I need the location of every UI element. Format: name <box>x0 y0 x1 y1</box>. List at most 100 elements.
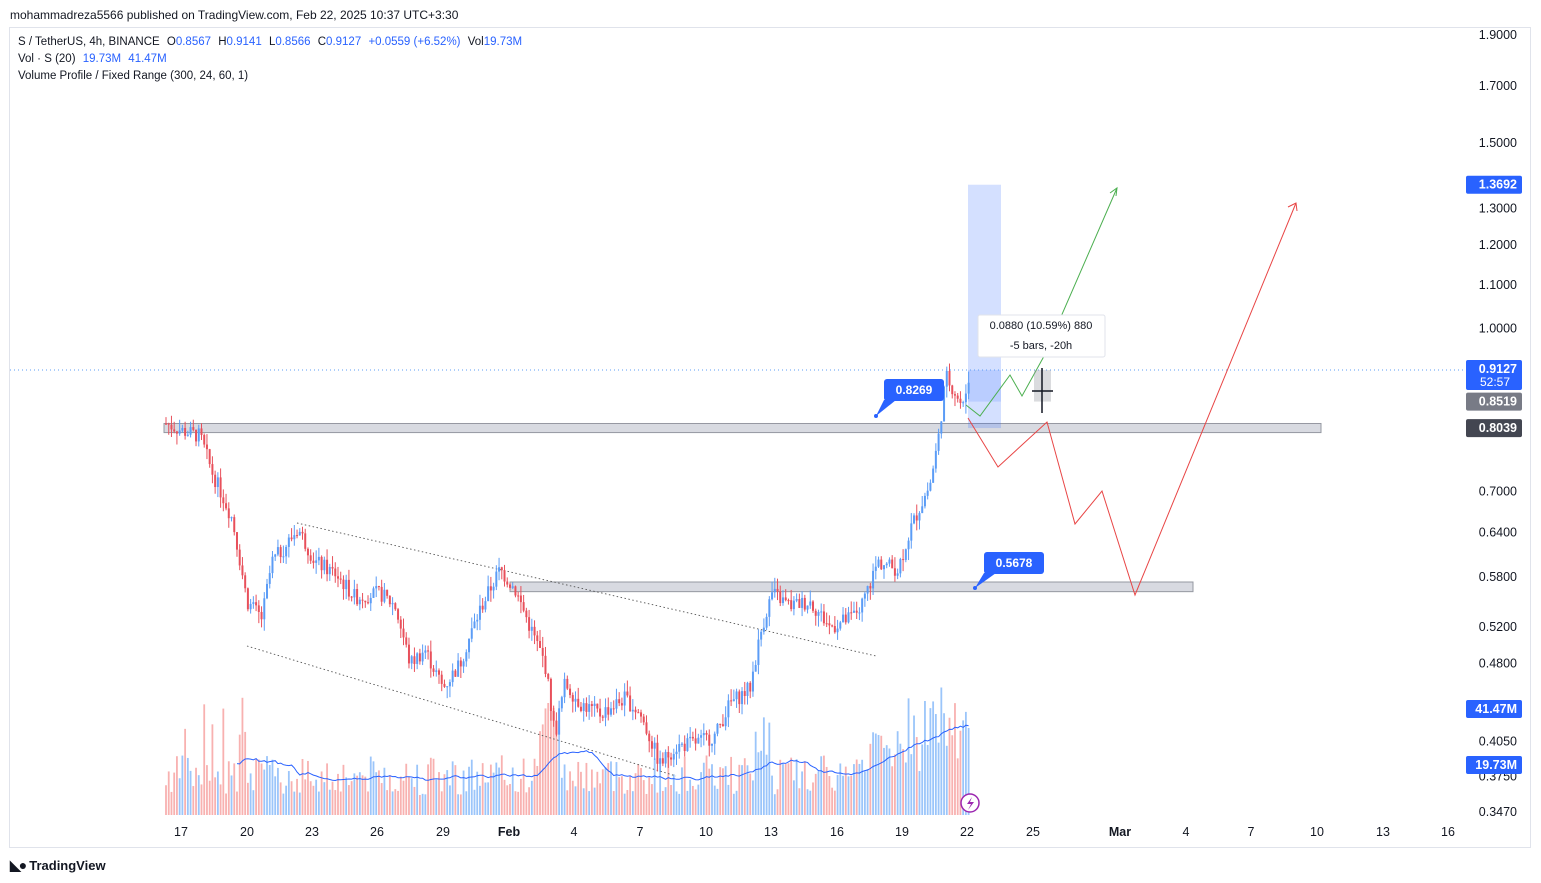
volume-bar <box>773 794 776 815</box>
price-tick-label: 0.5800 <box>1479 570 1517 584</box>
candle-body <box>440 674 443 684</box>
candle-body <box>842 614 845 623</box>
volume-bar <box>189 770 192 815</box>
candle <box>298 528 301 536</box>
candle <box>795 593 798 603</box>
candle-body <box>910 523 913 541</box>
candle <box>708 729 711 757</box>
candle <box>964 384 967 414</box>
candle-body <box>301 531 304 534</box>
candle <box>306 547 309 564</box>
candle <box>727 694 730 728</box>
price-label-box <box>1466 700 1522 718</box>
candle-body <box>743 691 746 696</box>
candle <box>902 549 905 572</box>
candle-body <box>407 644 410 664</box>
candle-body <box>670 757 673 760</box>
support-zone <box>509 581 1194 593</box>
candle <box>844 608 847 625</box>
volume-bar <box>588 791 591 815</box>
chart-frame[interactable] <box>9 27 1531 848</box>
candle-body <box>309 555 312 561</box>
candle-body <box>792 600 795 610</box>
candle <box>569 684 572 699</box>
legend-volume-profile[interactable]: Volume Profile / Fixed Range (300, 24, 6… <box>18 70 249 82</box>
candle-body <box>416 653 419 664</box>
price-tick-label: 0.3470 <box>1479 805 1517 819</box>
candle <box>915 504 918 531</box>
candle <box>203 433 206 448</box>
candle <box>839 620 842 631</box>
volume-bar <box>637 764 640 815</box>
volume-bar <box>569 771 571 815</box>
candle-body <box>637 712 640 714</box>
candle <box>336 566 339 588</box>
candle <box>547 672 550 682</box>
candle <box>814 608 817 626</box>
candle-body <box>432 668 435 672</box>
volume-bar <box>743 758 746 815</box>
candle-body <box>746 682 749 696</box>
volume-bar <box>681 767 683 815</box>
price-label-text: 19.73M <box>1475 758 1517 772</box>
candle <box>730 689 733 707</box>
legend-volume-indicator[interactable]: Vol · S (20) <box>18 53 76 65</box>
candle <box>361 593 364 609</box>
candle-body <box>478 605 481 620</box>
candle-body <box>626 691 629 696</box>
candle <box>891 555 894 569</box>
volume-bar <box>435 779 438 815</box>
volume-bar <box>776 789 779 815</box>
candle-body <box>809 601 812 606</box>
candle-body <box>590 704 593 707</box>
volume-bar <box>722 768 724 815</box>
candle <box>809 590 812 609</box>
volume-bar <box>186 757 189 815</box>
volume-bar <box>667 756 670 815</box>
candle <box>334 562 337 583</box>
volume-bar <box>498 767 500 815</box>
candle-body <box>260 611 263 620</box>
volume-bar <box>326 763 328 815</box>
volume-bar <box>522 758 525 815</box>
volume-bar <box>238 734 241 815</box>
time-tick-label: 22 <box>960 825 974 839</box>
measure-tooltip: 0.0880 (10.59%) 880 -5 bars, -20h <box>977 314 1106 358</box>
volume-bar <box>410 778 413 815</box>
candle <box>255 594 258 612</box>
candle <box>601 714 604 722</box>
candle-body <box>571 695 574 702</box>
candle-body <box>918 513 921 521</box>
candle-body <box>380 586 383 602</box>
candle-body <box>577 698 580 707</box>
footer-brand[interactable]: ◣● TradingView <box>10 857 106 874</box>
candle <box>607 697 610 721</box>
candle <box>386 589 389 599</box>
volume-ma-line <box>236 724 969 782</box>
volume-bar <box>547 703 550 815</box>
candle-body <box>596 703 599 709</box>
volume-bar <box>391 791 394 815</box>
volume-bar <box>631 791 634 815</box>
candle-body <box>915 515 918 521</box>
volume-bar <box>170 791 173 815</box>
candle-body <box>926 490 929 496</box>
candle-body <box>765 616 768 628</box>
candle-body <box>713 733 716 744</box>
legend-symbol[interactable]: S / TetherUS, 4h, BINANCE <box>18 36 160 48</box>
candle-body <box>421 652 424 662</box>
volume-bar <box>806 789 809 815</box>
candle <box>615 688 618 714</box>
candle <box>222 489 225 512</box>
volume-bar <box>795 759 798 815</box>
candle <box>880 556 883 571</box>
candle-body <box>741 691 744 705</box>
volume-bar <box>364 776 367 815</box>
volume-bar <box>752 780 754 815</box>
candle-body <box>386 589 389 596</box>
volume-bar <box>304 779 307 815</box>
candle <box>812 600 815 613</box>
candle-body <box>790 600 793 610</box>
candle <box>904 548 907 563</box>
